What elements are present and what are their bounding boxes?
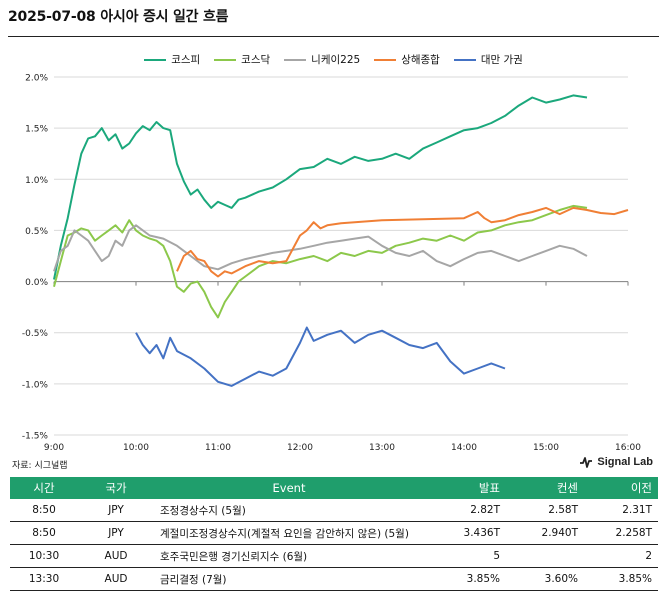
cell-previous: 3.85% xyxy=(584,567,658,591)
chart-legend: 코스피 코스닥 니케이225 상해종합 대만 가권 xyxy=(0,52,667,67)
y-tick-label: -1.5% xyxy=(22,432,49,442)
economic-events-table: 시간 국가 Event 발표 컨센 이전 8:50 JPY 조정경상수지 (5월… xyxy=(10,477,658,591)
cell-consensus xyxy=(506,544,584,568)
table-row: 10:30 AUD 호주국민은행 경기신뢰지수 (6월) 5 2 xyxy=(10,544,658,568)
cell-time: 13:30 xyxy=(10,567,78,591)
brand-logo: Signal Lab xyxy=(579,456,653,468)
cell-event: 금리결정 (7월) xyxy=(154,567,424,591)
legend-item: 코스피 xyxy=(144,52,200,67)
y-tick-label: -0.5% xyxy=(22,329,49,339)
y-tick-label: 1.5% xyxy=(25,125,48,135)
legend-item: 상해종합 xyxy=(374,52,440,67)
legend-label: 코스피 xyxy=(171,54,201,66)
legend-label: 니케이225 xyxy=(311,54,361,66)
cell-actual: 3.436T xyxy=(424,521,506,545)
brand-name: Signal Lab xyxy=(597,456,653,468)
cell-event: 계절미조정경상수지(계절적 요인을 감안하지 않은) (5월) xyxy=(154,521,424,545)
table-row: 8:50 JPY 조정경상수지 (5월) 2.82T 2.58T 2.31T xyxy=(10,499,658,522)
y-tick-label: 0.0% xyxy=(25,278,48,288)
cell-country: AUD xyxy=(78,544,154,568)
column-header-previous: 이전 xyxy=(584,477,658,499)
cell-actual: 3.85% xyxy=(424,567,506,591)
table-header-row: 시간 국가 Event 발표 컨센 이전 xyxy=(10,477,658,499)
cell-time: 10:30 xyxy=(10,544,78,568)
legend-swatch xyxy=(214,58,237,61)
cell-consensus: 2.940T xyxy=(506,521,584,545)
cell-country: AUD xyxy=(78,567,154,591)
series-line-5 xyxy=(135,326,506,387)
source-note: 자료: 시그널랩 xyxy=(12,461,68,471)
series-line-4 xyxy=(176,206,629,278)
x-tick-label: 12:00 xyxy=(287,443,313,453)
legend-label: 상해종합 xyxy=(401,54,440,66)
cell-actual: 5 xyxy=(424,544,506,568)
legend-label: 대만 가권 xyxy=(480,54,523,66)
cell-time: 8:50 xyxy=(10,499,78,522)
legend-swatch xyxy=(284,58,307,61)
x-tick-label: 9:00 xyxy=(44,443,64,453)
cell-consensus: 2.58T xyxy=(506,499,584,522)
cell-time: 8:50 xyxy=(10,521,78,545)
cell-previous: 2.31T xyxy=(584,499,658,522)
cell-actual: 2.82T xyxy=(424,499,506,522)
legend-swatch xyxy=(453,58,476,61)
cell-consensus: 3.60% xyxy=(506,567,584,591)
column-header-country: 국가 xyxy=(78,477,154,499)
column-header-consensus: 컨센 xyxy=(506,477,584,499)
column-header-actual: 발표 xyxy=(424,477,506,499)
legend-swatch xyxy=(144,58,167,61)
cell-previous: 2 xyxy=(584,544,658,568)
x-tick-label: 11:00 xyxy=(205,443,231,453)
x-tick-label: 14:00 xyxy=(451,443,477,453)
column-header-time: 시간 xyxy=(10,477,78,499)
table-row: 8:50 JPY 계절미조정경상수지(계절적 요인을 감안하지 않은) (5월)… xyxy=(10,521,658,545)
legend-swatch xyxy=(374,58,397,61)
page-title: 2025-07-08 아시아 증시 일간 흐름 xyxy=(8,9,229,25)
table-row: 13:30 AUD 금리결정 (7월) 3.85% 3.60% 3.85% xyxy=(10,567,658,591)
x-tick-label: 15:00 xyxy=(533,443,559,453)
x-tick-label: 16:00 xyxy=(615,443,641,453)
y-tick-label: 0.5% xyxy=(25,227,48,237)
y-tick-label: 1.0% xyxy=(25,176,48,186)
signal-icon xyxy=(580,457,593,468)
cell-country: JPY xyxy=(78,499,154,522)
legend-item: 니케이225 xyxy=(284,52,360,67)
title-divider xyxy=(8,36,659,37)
series-line-3 xyxy=(53,224,588,272)
x-tick-label: 10:00 xyxy=(123,443,149,453)
cell-previous: 2.258T xyxy=(584,521,658,545)
column-header-event: Event xyxy=(154,477,424,499)
series-line-1 xyxy=(53,94,588,280)
cell-event: 조정경상수지 (5월) xyxy=(154,499,424,522)
y-tick-label: -1.0% xyxy=(22,380,49,390)
line-chart: 2.0% 1.5% 1.0% 0.5% 0.0% -0.5% -1.0% -1.5%9:00 1… xyxy=(22,74,641,454)
series-line-2 xyxy=(53,204,588,319)
cell-event: 호주국민은행 경기신뢰지수 (6월) xyxy=(154,544,424,568)
legend-item: 코스닥 xyxy=(214,52,270,67)
y-tick-label: 2.0% xyxy=(25,74,48,84)
legend-item: 대만 가권 xyxy=(453,52,523,67)
cell-country: JPY xyxy=(78,521,154,545)
legend-label: 코스닥 xyxy=(241,54,271,66)
x-tick-label: 13:00 xyxy=(369,443,395,453)
